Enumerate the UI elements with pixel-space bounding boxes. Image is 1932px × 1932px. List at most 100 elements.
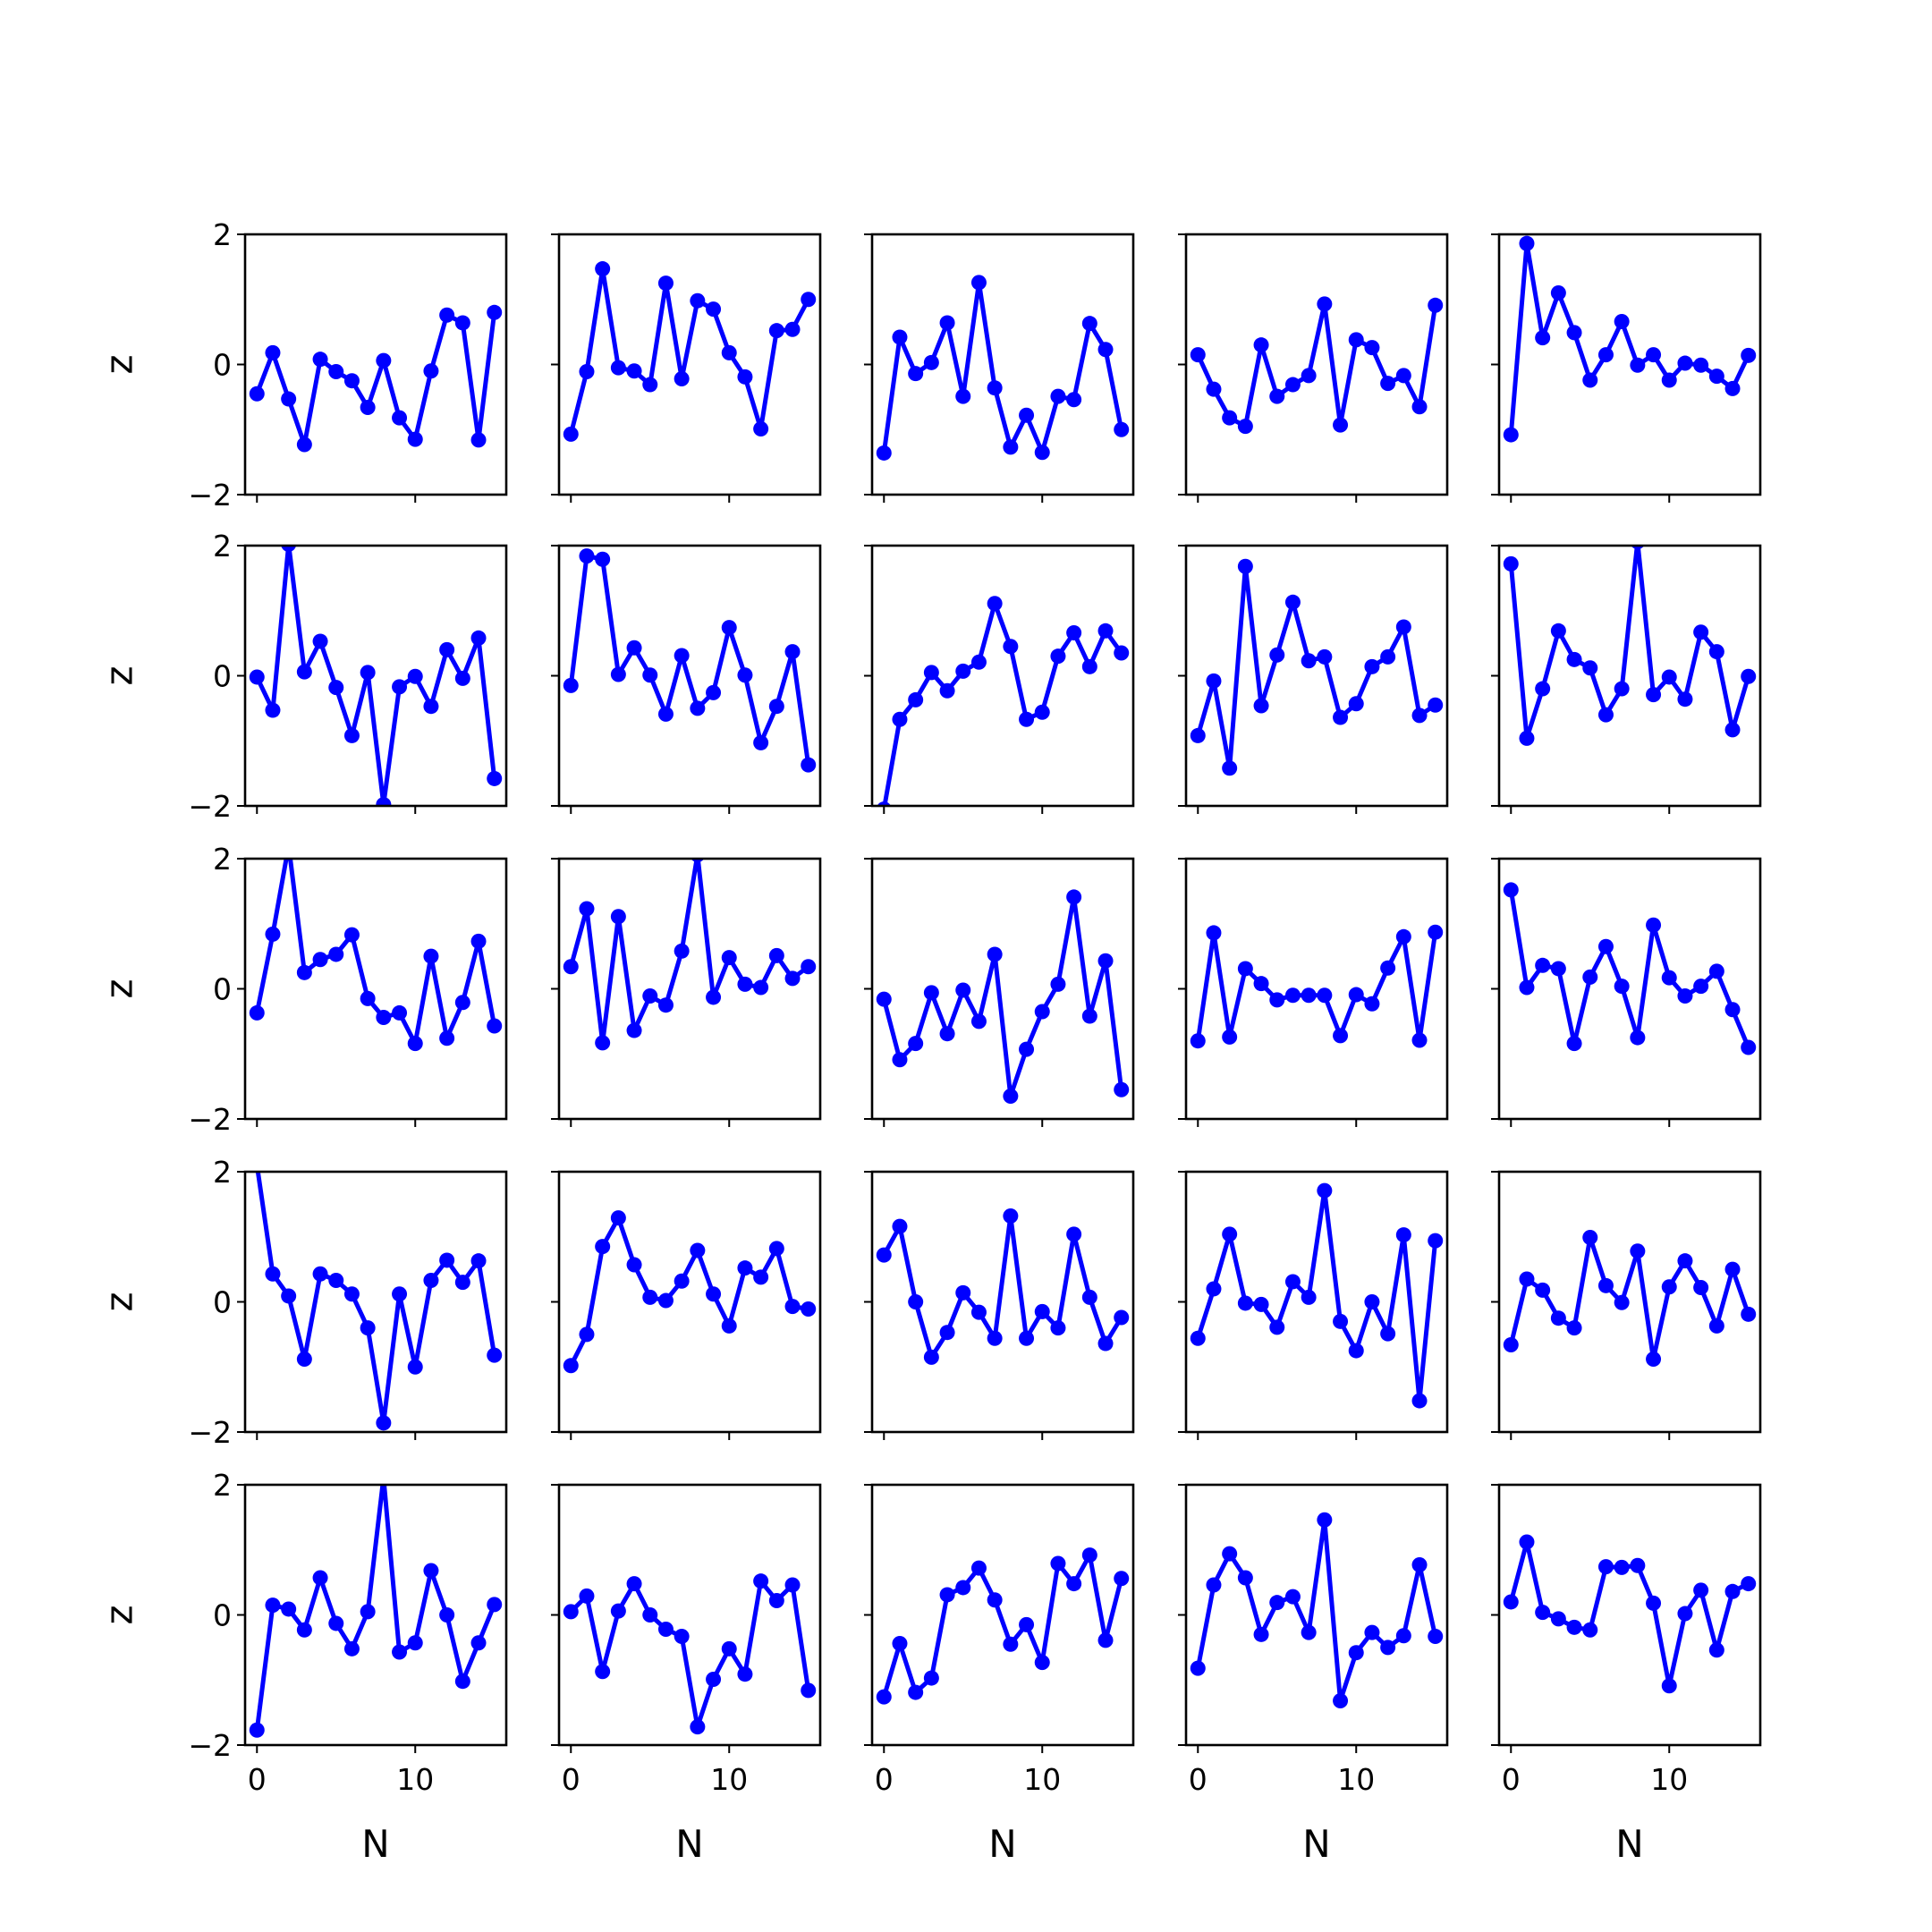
data-point — [1222, 410, 1238, 426]
data-point — [1269, 992, 1285, 1008]
axes-frame — [870, 857, 1135, 1121]
data-point — [1614, 979, 1630, 995]
data-point — [423, 1563, 439, 1579]
subplot-r2-c4 — [1178, 544, 1449, 814]
x-tick-label: 0 — [248, 1762, 267, 1797]
series-group — [1190, 296, 1444, 435]
data-point — [1222, 760, 1238, 776]
series-group — [563, 261, 817, 442]
data-point — [1535, 1605, 1551, 1621]
data-point — [1114, 421, 1130, 437]
data-point — [1190, 1660, 1206, 1676]
data-point — [1019, 1041, 1035, 1057]
data-point — [1333, 1693, 1349, 1709]
series-group — [877, 596, 1130, 806]
data-point — [1380, 960, 1396, 976]
axes-frame — [870, 233, 1135, 496]
data-point — [470, 1635, 487, 1651]
data-point — [1708, 1642, 1724, 1658]
data-point — [249, 1004, 265, 1021]
data-point — [1253, 698, 1269, 714]
data-point — [343, 727, 360, 743]
data-point — [642, 1289, 658, 1305]
data-point — [1364, 340, 1380, 356]
data-point — [1566, 1036, 1582, 1052]
subplot-r5-c2: 0 10N — [551, 1483, 822, 1866]
data-point — [1019, 1616, 1035, 1632]
series-line — [1508, 241, 1750, 436]
data-point — [487, 770, 503, 786]
series-line — [881, 280, 1124, 455]
data-point — [1050, 388, 1066, 404]
data-point — [1550, 1310, 1566, 1326]
data-point — [1269, 1595, 1285, 1611]
data-point — [1708, 644, 1724, 660]
data-point — [721, 1318, 737, 1334]
data-point — [595, 1664, 611, 1680]
data-point — [1190, 1330, 1206, 1346]
series-group — [563, 548, 817, 773]
data-point — [939, 315, 955, 331]
series-line — [1195, 1188, 1438, 1403]
data-point — [454, 670, 470, 686]
data-point — [487, 1347, 503, 1363]
y-tick-label: 2 — [213, 1155, 232, 1190]
data-point — [1206, 1577, 1222, 1593]
data-point — [376, 797, 392, 806]
data-point — [1582, 1229, 1598, 1245]
x-tick-label: 0 — [1502, 1762, 1521, 1797]
data-point — [1708, 963, 1724, 979]
data-point — [265, 344, 281, 360]
data-point — [1428, 1233, 1444, 1249]
data-point — [1269, 1319, 1285, 1335]
y-tick-label: −2 — [188, 789, 232, 824]
data-point — [610, 1210, 626, 1226]
series-group — [249, 1485, 503, 1738]
axes-frame — [243, 544, 508, 808]
data-point — [674, 1273, 690, 1289]
data-point — [721, 1640, 737, 1657]
data-point — [939, 1587, 955, 1603]
subplot-r2-c1: −2 0 2 z — [97, 529, 508, 824]
data-point — [343, 373, 360, 389]
data-point — [1253, 1296, 1269, 1312]
axes-frame — [243, 857, 508, 1121]
data-point — [1411, 708, 1428, 724]
data-point — [487, 1597, 503, 1613]
x-axis-label: N — [1302, 1822, 1330, 1866]
data-point — [1519, 979, 1535, 996]
data-point — [1237, 961, 1253, 977]
data-point — [801, 1301, 817, 1318]
data-point — [908, 1294, 924, 1309]
data-point — [955, 982, 971, 998]
data-point — [876, 991, 892, 1007]
data-point — [392, 679, 408, 695]
data-point — [1333, 1313, 1349, 1329]
data-point — [955, 1284, 971, 1301]
subplot-r3-c1: −2 0 2 z — [97, 842, 508, 1137]
data-point — [1395, 1227, 1411, 1243]
data-point — [312, 633, 328, 649]
series-line — [568, 554, 811, 766]
data-point — [610, 1603, 626, 1619]
data-point — [343, 1640, 360, 1657]
data-point — [657, 275, 674, 292]
data-point — [610, 666, 626, 682]
data-point — [1741, 1576, 1757, 1592]
axes-frame — [557, 857, 822, 1121]
data-point — [1411, 399, 1428, 415]
data-point — [1535, 330, 1551, 346]
data-point — [1519, 235, 1535, 251]
data-point — [265, 926, 281, 942]
data-point — [1428, 697, 1444, 713]
subplot-r5-c1: −2 0 2 0 10 z N — [97, 1468, 508, 1866]
y-tick-label: 2 — [213, 842, 232, 877]
axes-frame — [1184, 1483, 1449, 1747]
subplot-r4-c2 — [551, 1170, 822, 1440]
data-point — [1380, 1326, 1396, 1342]
data-point — [737, 667, 753, 683]
data-point — [1597, 707, 1614, 723]
data-point — [1693, 357, 1709, 373]
series-line — [881, 1553, 1124, 1698]
data-point — [1597, 347, 1614, 363]
